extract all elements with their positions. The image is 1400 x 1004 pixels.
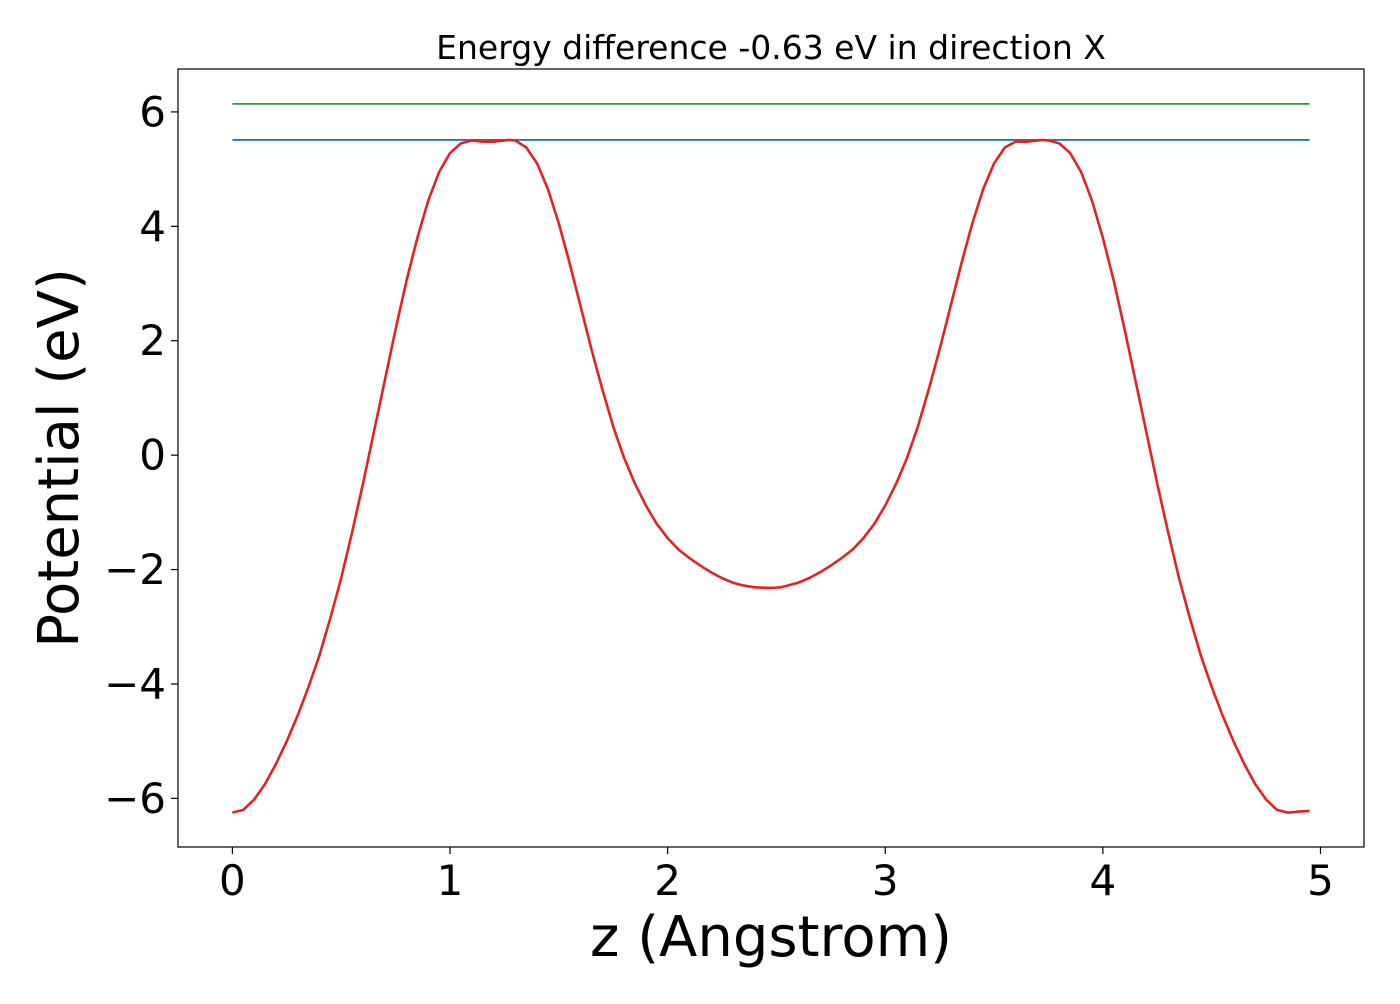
plot-frame bbox=[177, 68, 1365, 848]
x-tick-label: 4 bbox=[1089, 856, 1116, 905]
y-tick-label: −6 bbox=[104, 774, 166, 823]
y-axis-ticks: −6 −4 −2 0 2 4 6 bbox=[104, 87, 178, 823]
x-tick-label: 3 bbox=[872, 856, 899, 905]
x-axis-ticks: 0 1 2 3 4 5 bbox=[219, 847, 1334, 905]
x-tick-label: 0 bbox=[219, 856, 246, 905]
y-tick-label: 0 bbox=[139, 431, 166, 480]
y-tick-label: 4 bbox=[139, 202, 166, 251]
y-tick-label: 2 bbox=[139, 316, 166, 365]
x-tick-label: 5 bbox=[1307, 856, 1334, 905]
y-tick-label: 6 bbox=[139, 87, 166, 136]
x-tick-label: 2 bbox=[654, 856, 681, 905]
y-axis-label: Potential (eV) bbox=[27, 268, 92, 648]
chart-title: Energy difference -0.63 eV in direction … bbox=[436, 28, 1106, 67]
y-tick-label: −2 bbox=[104, 545, 166, 594]
series-line-potential bbox=[232, 138, 1310, 814]
x-axis-label: z (Angstrom) bbox=[590, 905, 952, 970]
series-layer bbox=[232, 103, 1310, 814]
x-tick-label: 1 bbox=[437, 856, 464, 905]
y-tick-label: −4 bbox=[104, 659, 166, 708]
